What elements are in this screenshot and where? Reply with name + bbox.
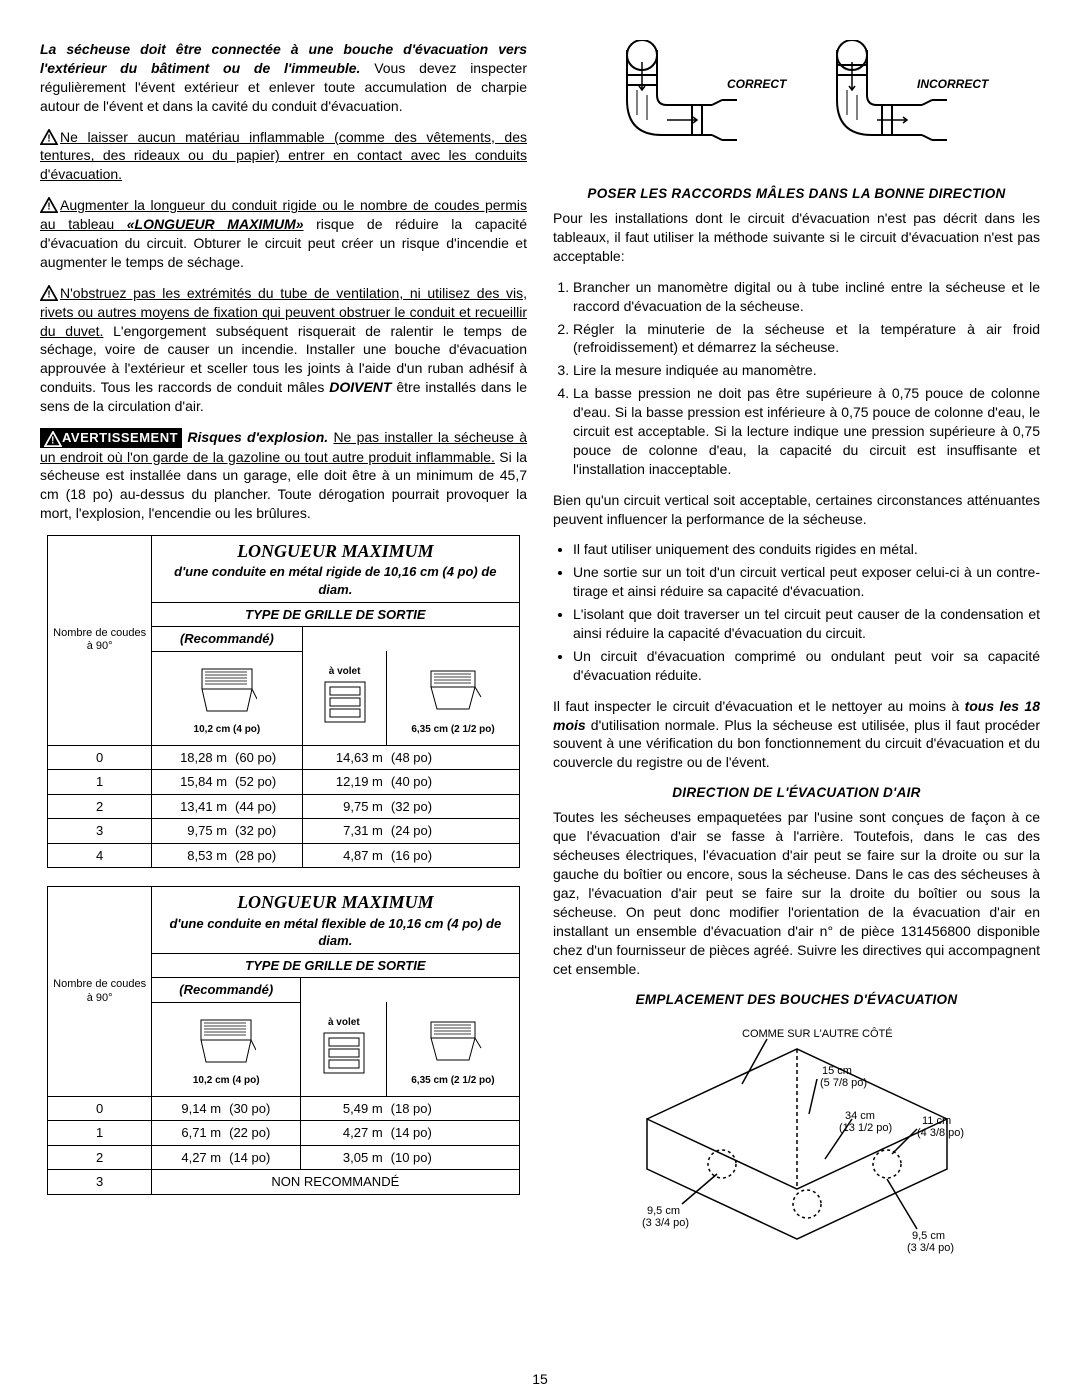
table-row: 213,41 m(44 po)9,75 m(32 po) (48, 794, 519, 819)
correct-label: CORRECT (727, 77, 788, 91)
svg-text:(5 7/8 po): (5 7/8 po) (820, 1077, 867, 1089)
warn-length-b: «LONGUEUR MAXIMUM» (127, 216, 304, 232)
vertical-notes: Il faut utiliser uniquement des conduits… (553, 540, 1040, 684)
svg-text:!: ! (47, 289, 50, 300)
rowlbl: Nombre de coudes à 90° (48, 536, 152, 745)
dim-4in-2: 10,2 cm (4 po) (156, 1075, 296, 1086)
svg-text:9,5 cm: 9,5 cm (912, 1230, 945, 1242)
table-row: 115,84 m(52 po)12,19 m(40 po) (48, 770, 519, 795)
list-item: Brancher un manomètre digital ou à tube … (573, 278, 1040, 316)
t2-head: LONGUEUR MAXIMUM d'une conduite en métal… (152, 887, 520, 953)
table-row: 48,53 m(28 po)4,87 m(16 po) (48, 843, 519, 868)
explosion-title: Risques d'explosion. (187, 429, 328, 445)
para-method: Pour les installations dont le circuit d… (553, 209, 1040, 266)
not-rec-text: NON RECOMMANDÉ (152, 1170, 520, 1195)
sec-direction: DIRECTION DE L'ÉVACUATION D'AIR (553, 784, 1040, 802)
hood-4in: 10,2 cm (4 po) (152, 651, 303, 745)
svg-text:!: ! (47, 133, 50, 144)
warn-obstruct-c: DOIVENT (329, 379, 391, 395)
dim-4in: 10,2 cm (4 po) (156, 724, 298, 735)
page-number: 15 (532, 1370, 548, 1389)
not-rec-row: 3 NON RECOMMANDÉ (48, 1170, 519, 1195)
svg-text:(4 3/8 po): (4 3/8 po) (917, 1127, 964, 1139)
sec-raccords: POSER LES RACCORDS MÂLES DANS LA BONNE D… (553, 185, 1040, 203)
svg-text:(13 1/2 po): (13 1/2 po) (839, 1122, 892, 1134)
not-rec-n: 3 (48, 1170, 152, 1195)
warning-icon: ! (40, 285, 58, 301)
warn-flammable: !Ne laisser aucun matériau inflammable (… (40, 128, 527, 185)
list-item: Il faut utiliser uniquement des conduits… (573, 540, 1040, 559)
svg-text:11 cm: 11 cm (922, 1115, 951, 1127)
avertissement-text: AVERTISSEMENT (62, 430, 178, 445)
list-item: La basse pression ne doit pas être supér… (573, 384, 1040, 478)
t1-head: LONGUEUR MAXIMUM d'une conduite en métal… (152, 536, 520, 602)
svg-text:(3 3/4 po): (3 3/4 po) (907, 1242, 954, 1254)
t1-rec: (Recommandé) (152, 627, 303, 652)
warn-explosion: !AVERTISSEMENT Risques d'explosion. Ne p… (40, 428, 527, 523)
warn-flammable-text: Ne laisser aucun matériau inflammable (c… (40, 129, 527, 183)
list-item: L'isolant que doit traverser un tel circ… (573, 605, 1040, 643)
table-flex: Nombre de coudes à 90° LONGUEUR MAXIMUM … (47, 886, 519, 1195)
dim-25in: 6,35 cm (2 1/2 po) (391, 724, 514, 735)
para-vertical: Bien qu'un circuit vertical soit accepta… (553, 491, 1040, 529)
hood-4in-2: 10,2 cm (4 po) (152, 1002, 301, 1096)
rowlbl2: Nombre de coudes à 90° (48, 887, 152, 1096)
table-row: 09,14 m(30 po)5,49 m(18 po) (48, 1096, 519, 1121)
warning-icon: ! (40, 197, 58, 213)
sec-emplacement: EMPLACEMENT DES BOUCHES D'ÉVACUATION (553, 991, 1040, 1009)
svg-text:!: ! (47, 202, 50, 213)
method-steps: Brancher un manomètre digital ou à tube … (553, 278, 1040, 479)
louver: à volet (302, 651, 387, 745)
hood-25in-2: 6,35 cm (2 1/2 po) (387, 1002, 520, 1096)
t1-sub1: d'une conduite en métal rigide de 10,16 … (156, 563, 515, 598)
warn-obstruct: !N'obstruez pas les extrémités du tube d… (40, 284, 527, 416)
t1-title: LONGUEUR MAXIMUM (156, 539, 515, 563)
avertissement-badge: ! AVERTISSEMENT (40, 428, 182, 448)
left-column: La sécheuse doit être connectée à une bo… (40, 40, 527, 1274)
dimensions-figure: COMME SUR L'AUTRE CÔTÉ 15 cm (5 7/8 po) … (553, 1019, 1040, 1274)
svg-text:9,5 cm: 9,5 cm (647, 1205, 680, 1217)
avolet-label: à volet (307, 666, 383, 677)
para-connect: La sécheuse doit être connectée à une bo… (40, 40, 527, 116)
incorrect-label: INCORRECT (917, 77, 990, 91)
table-row: 16,71 m(22 po)4,27 m(14 po) (48, 1121, 519, 1146)
list-item: Une sortie sur un toit d'un circuit vert… (573, 563, 1040, 601)
t1-sub2: TYPE DE GRILLE DE SORTIE (152, 602, 520, 627)
svg-text:15 cm: 15 cm (822, 1065, 852, 1077)
t2-rec: (Recommandé) (152, 978, 301, 1003)
t2-sub2: TYPE DE GRILLE DE SORTIE (152, 953, 520, 978)
warning-icon: ! (40, 129, 58, 145)
table-row: 018,28 m(60 po)14,63 m(48 po) (48, 745, 519, 770)
svg-text:COMME SUR L'AUTRE CÔTÉ: COMME SUR L'AUTRE CÔTÉ (742, 1027, 893, 1040)
table-row: 24,27 m(14 po)3,05 m(10 po) (48, 1145, 519, 1170)
list-item: Lire la mesure indiquée au manomètre. (573, 361, 1040, 380)
hood-25in: 6,35 cm (2 1/2 po) (387, 651, 519, 745)
avolet-label-2: à volet (305, 1017, 382, 1028)
list-item: Un circuit d'évacuation comprimé ou ondu… (573, 647, 1040, 685)
t2-title: LONGUEUR MAXIMUM (156, 890, 515, 914)
warn-length: !Augmenter la longueur du conduit rigide… (40, 196, 527, 272)
warning-icon: ! (44, 431, 60, 445)
correct-incorrect-figure: CORRECT INCORRECT (553, 40, 1040, 175)
para-inspect: Il faut inspecter le circuit d'évacuatio… (553, 697, 1040, 773)
svg-text:34 cm: 34 cm (845, 1110, 875, 1122)
t2-sub1: d'une conduite en métal flexible de 10,1… (156, 915, 515, 950)
para-direction: Toutes les sécheuses empaquetées par l'u… (553, 808, 1040, 978)
table-rigid: Nombre de coudes à 90° LONGUEUR MAXIMUM … (47, 535, 519, 868)
louver-2: à volet (301, 1002, 387, 1096)
svg-text:!: ! (51, 435, 55, 446)
svg-text:(3 3/4 po): (3 3/4 po) (642, 1217, 689, 1229)
inspect-c: d'utilisation normale. Plus la sécheuse … (553, 717, 1040, 771)
table-row: 39,75 m(32 po)7,31 m(24 po) (48, 819, 519, 844)
dim-25in-2: 6,35 cm (2 1/2 po) (391, 1075, 515, 1086)
list-item: Régler la minuterie de la sécheuse et la… (573, 320, 1040, 358)
right-column: CORRECT INCORRECT POSER LES RACCORDS MÂL… (553, 40, 1040, 1274)
inspect-a: Il faut inspecter le circuit d'évacuatio… (553, 698, 965, 714)
